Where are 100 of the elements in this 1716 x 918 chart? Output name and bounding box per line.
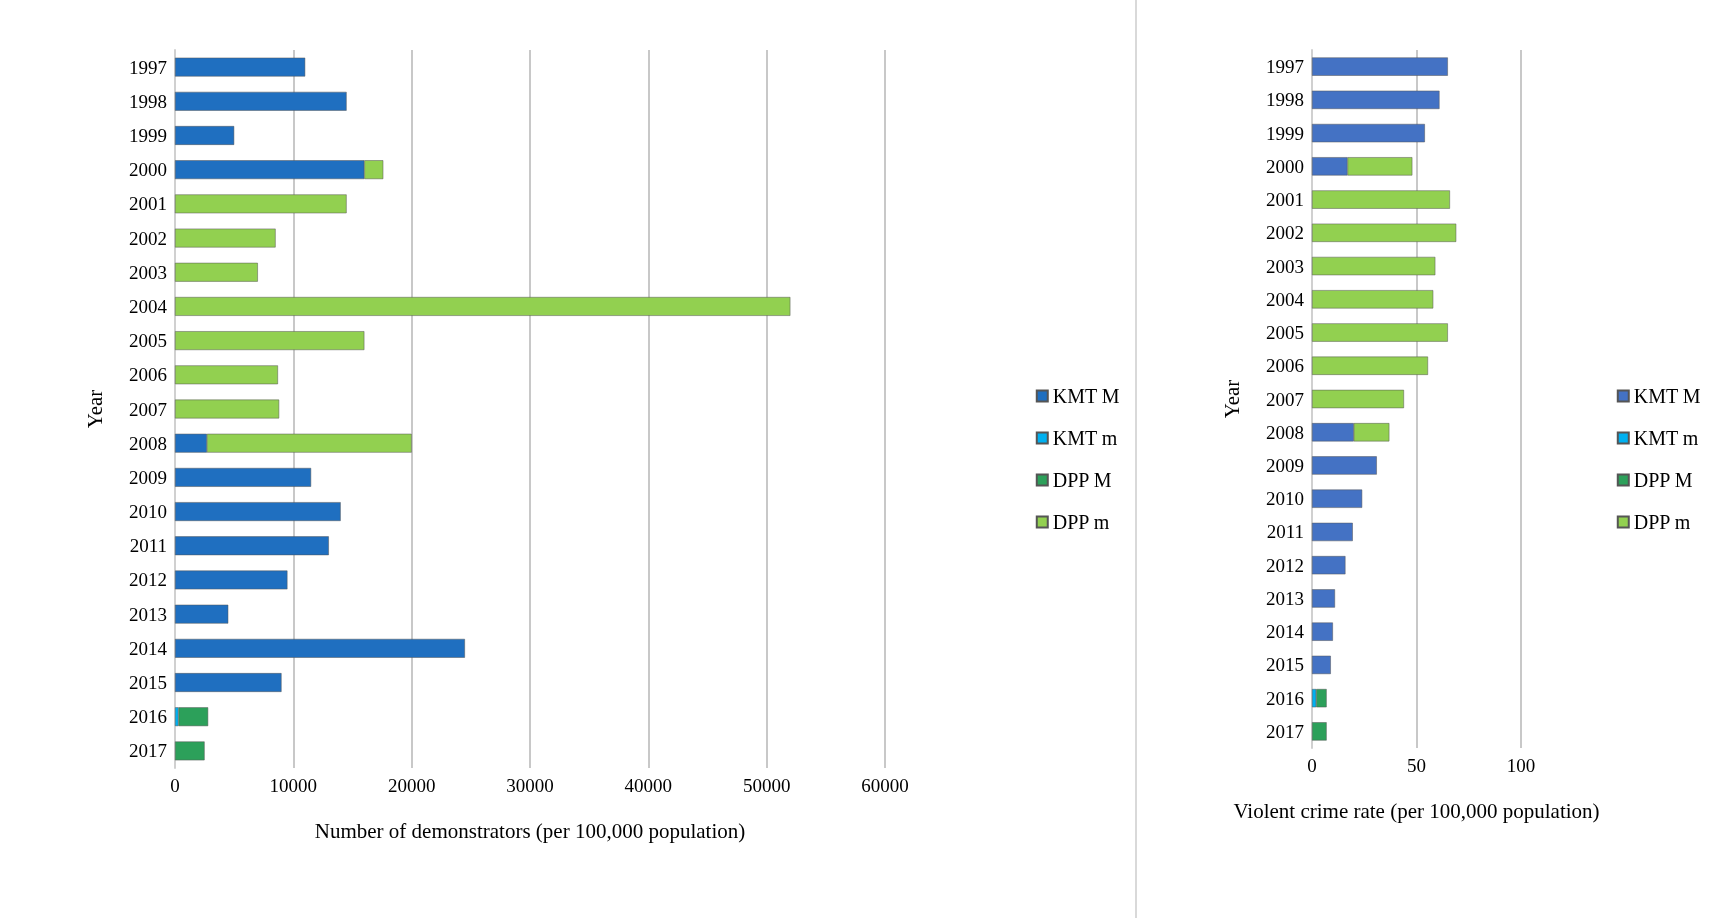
y-tick-label: 2010 <box>129 501 167 523</box>
y-tick-label: 1998 <box>129 90 167 112</box>
bar <box>178 707 209 727</box>
y-tick-label: 2002 <box>1266 222 1304 244</box>
y-tick-label: 2005 <box>129 330 167 352</box>
y-tick-label: 2008 <box>129 432 167 454</box>
y-tick-label: 2003 <box>1266 255 1304 277</box>
x-tick-label: 10000 <box>269 775 318 796</box>
y-tick-label: 2012 <box>1266 554 1304 576</box>
bar <box>175 673 282 692</box>
bar <box>1312 223 1457 242</box>
bar <box>1312 489 1363 508</box>
bar <box>1312 57 1448 76</box>
y-tick-label: 1997 <box>129 56 167 78</box>
bar <box>1312 90 1440 109</box>
x-tick-label: 0 <box>1307 755 1317 776</box>
x-tick-label: 50000 <box>742 775 791 796</box>
y-tick-label: 2014 <box>1266 621 1305 643</box>
y-tick-label: 2001 <box>1266 189 1304 211</box>
bar <box>1312 522 1353 542</box>
bar <box>1312 190 1450 209</box>
y-tick-label: 2004 <box>1266 288 1305 310</box>
bar <box>175 467 312 487</box>
legend-label: DPP m <box>1052 511 1110 533</box>
bar <box>175 502 341 521</box>
y-tick-label: 2013 <box>129 603 167 625</box>
legend-label: KMT m <box>1052 427 1118 449</box>
legend-label: DPP M <box>1633 469 1693 491</box>
x-tick-label: 40000 <box>624 775 673 796</box>
y-tick-label: 2014 <box>129 637 168 659</box>
y-tick-label: 2012 <box>129 569 167 591</box>
bar <box>175 228 276 248</box>
bar <box>175 399 280 419</box>
bar <box>1312 256 1436 276</box>
y-tick-label: 2000 <box>129 159 167 181</box>
legend-label: KMT m <box>1633 427 1699 449</box>
y-tick-label: 2013 <box>1266 587 1304 609</box>
y-tick-label: 2002 <box>129 227 167 249</box>
bar <box>1312 655 1331 675</box>
x-axis-title: Number of demonstrators (per 100,000 population) <box>314 819 746 843</box>
bar <box>175 126 235 145</box>
bar <box>1312 622 1333 641</box>
y-axis-title: Year <box>1219 379 1244 419</box>
y-tick-label: 1999 <box>129 124 167 146</box>
y-tick-label: 2007 <box>129 398 167 420</box>
x-tick-label: 100 <box>1506 755 1536 776</box>
bar <box>175 297 791 316</box>
y-tick-label: 1998 <box>1266 89 1304 111</box>
y-tick-label: 2017 <box>129 740 167 762</box>
bar <box>175 365 278 385</box>
y-tick-label: 2011 <box>1266 521 1304 543</box>
y-tick-label: 2015 <box>1266 654 1304 676</box>
x-tick-label: 30000 <box>506 775 554 796</box>
bar <box>175 536 329 556</box>
y-tick-label: 2017 <box>1266 720 1304 742</box>
bar <box>1312 389 1404 409</box>
bar <box>175 638 465 658</box>
y-tick-label: 2007 <box>1266 388 1304 410</box>
bar <box>1312 123 1425 143</box>
x-tick-label: 60000 <box>861 775 909 796</box>
y-tick-label: 1997 <box>1266 56 1304 78</box>
bar <box>1312 456 1377 475</box>
y-tick-label: 2006 <box>129 364 167 386</box>
y-tick-label: 2016 <box>129 706 167 728</box>
y-tick-label: 2015 <box>129 672 167 694</box>
bar <box>1312 589 1335 608</box>
bar <box>175 570 288 590</box>
bar <box>1312 356 1428 375</box>
x-tick-label: 20000 <box>387 775 436 796</box>
y-tick-label: 2016 <box>1266 687 1304 709</box>
bar <box>175 91 347 111</box>
y-tick-label: 2006 <box>1266 355 1304 377</box>
legend-label: DPP m <box>1633 511 1691 533</box>
bar <box>175 331 365 351</box>
y-axis-title: Year <box>82 389 107 429</box>
bar <box>1316 689 1327 708</box>
y-tick-label: 2005 <box>1266 322 1304 344</box>
x-axis-title: Violent crime rate (per 100,000 population) <box>1233 799 1600 823</box>
y-tick-label: 2001 <box>129 193 167 215</box>
y-tick-label: 2009 <box>129 466 167 488</box>
bar <box>1312 722 1327 741</box>
y-tick-label: 2009 <box>1266 454 1304 476</box>
bar <box>175 741 205 761</box>
bar <box>175 194 347 214</box>
bar <box>1312 323 1448 342</box>
bar <box>1312 290 1434 309</box>
y-tick-label: 1999 <box>1266 122 1304 144</box>
legend-label: KMT M <box>1052 385 1120 407</box>
y-tick-label: 2011 <box>129 535 167 557</box>
y-tick-label: 2010 <box>1266 488 1304 510</box>
bar <box>175 57 306 77</box>
legend-label: DPP M <box>1052 469 1112 491</box>
x-tick-label: 50 <box>1407 755 1426 776</box>
y-tick-label: 2008 <box>1266 421 1304 443</box>
x-tick-label: 0 <box>170 775 180 796</box>
y-tick-label: 2004 <box>129 295 168 317</box>
y-tick-label: 2003 <box>129 261 167 283</box>
bar <box>175 604 229 624</box>
legend-label: KMT M <box>1633 385 1701 407</box>
bar <box>1312 556 1346 575</box>
